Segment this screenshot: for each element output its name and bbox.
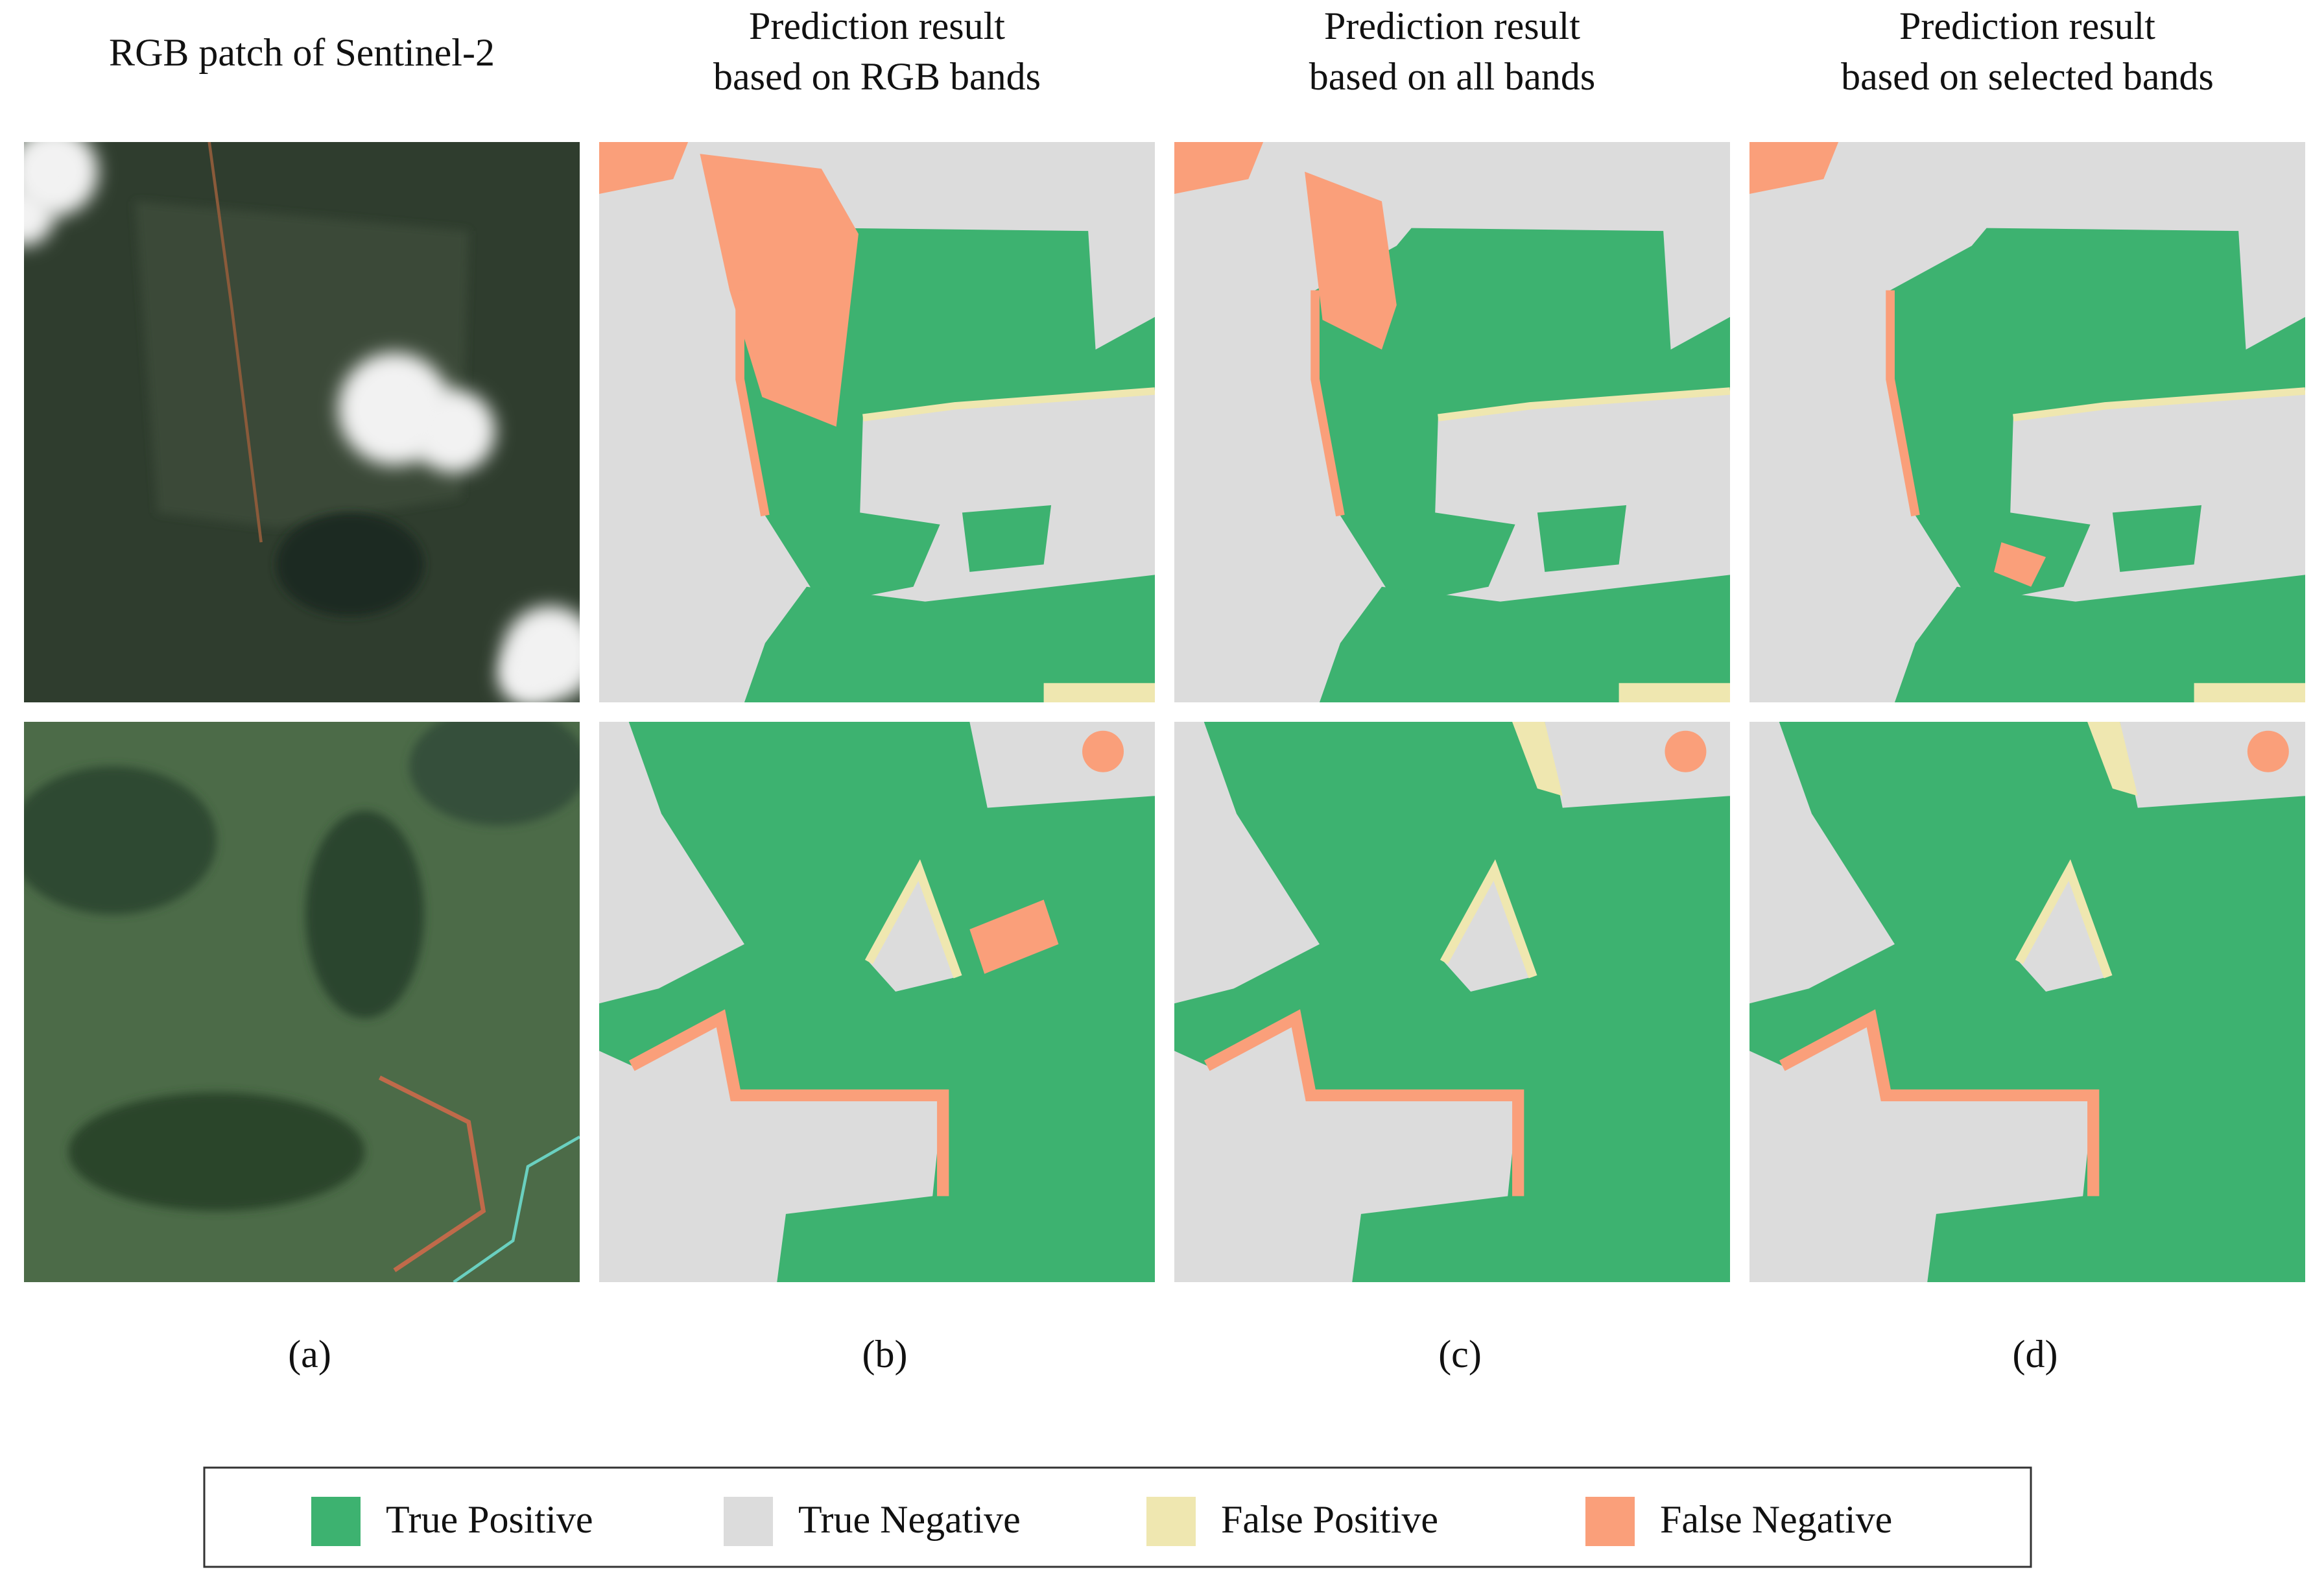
prediction-map — [599, 722, 1155, 1282]
true-negative-area — [868, 870, 958, 992]
false-negative-edge — [628, 1009, 949, 1197]
legend-label: False Negative — [1660, 1498, 1892, 1541]
false-negative-edge — [1779, 1009, 2100, 1197]
prediction-map — [1174, 142, 1730, 702]
false-positive-edge — [2013, 387, 2305, 422]
legend-box — [203, 1466, 2032, 1568]
true-positive-area — [1749, 722, 2305, 1282]
river — [453, 1136, 580, 1282]
road — [378, 1075, 486, 1272]
forest-patch — [24, 766, 217, 915]
false-negative-area — [700, 154, 859, 427]
false-negative-area — [1174, 142, 1264, 194]
false-negative-edge — [1886, 290, 1920, 517]
column-heading: Prediction result — [749, 5, 1005, 47]
false-negative-area — [969, 900, 1059, 974]
false-negative-edge — [1310, 290, 1345, 517]
true-positive-area — [1537, 505, 1627, 572]
false-negative-area — [1082, 730, 1124, 772]
false-negative-area — [599, 142, 689, 194]
false-negative-area — [1665, 730, 1707, 772]
true-positive-area — [1894, 575, 2305, 702]
panel-caption: (b) — [862, 1333, 908, 1376]
false-negative-area — [2247, 730, 2289, 772]
false-negative-edge — [1204, 1009, 1524, 1197]
cloud — [24, 186, 54, 246]
panel-caption: (d) — [2013, 1333, 2058, 1376]
road — [208, 142, 263, 543]
prediction-map — [1174, 722, 1730, 1282]
cloud — [412, 389, 495, 473]
legend-swatch — [311, 1497, 361, 1546]
column-heading: based on all bands — [1309, 55, 1596, 98]
false-positive-edge — [1438, 387, 1730, 422]
true-positive-area — [962, 505, 1052, 572]
true-negative-area — [1443, 870, 1534, 992]
false-negative-area — [1305, 171, 1397, 350]
forest-patch — [68, 1092, 365, 1211]
column-heading: based on RGB bands — [713, 55, 1041, 98]
false-positive-edge — [1440, 859, 1537, 979]
dark-patch — [276, 512, 425, 617]
prediction-map — [1749, 142, 2305, 702]
true-positive-area — [2112, 505, 2202, 572]
prediction-map — [1749, 722, 2305, 1282]
false-positive-edge — [862, 387, 1155, 422]
false-positive-area — [2194, 683, 2305, 702]
forest-patch — [409, 722, 580, 826]
legend-label: False Positive — [1221, 1498, 1438, 1541]
true-positive-area — [1174, 722, 1730, 1282]
false-negative-edge — [735, 290, 770, 517]
legend-label: True Negative — [798, 1498, 1021, 1541]
true-positive-area — [599, 722, 1155, 1282]
true-positive-area — [1315, 228, 1730, 605]
cloud — [498, 646, 558, 702]
legend-swatch — [724, 1497, 773, 1546]
prediction-map — [599, 142, 1155, 702]
false-positive-edge — [2015, 859, 2113, 979]
column-heading: RGB patch of Sentinel-2 — [109, 31, 495, 74]
false-positive-edge — [864, 859, 962, 979]
satellite-image — [24, 142, 580, 702]
panel-caption: (a) — [288, 1333, 331, 1376]
true-positive-area — [1890, 228, 2305, 605]
false-negative-area — [1749, 142, 1839, 194]
false-positive-area — [1512, 722, 1563, 796]
true-negative-area — [2019, 870, 2109, 992]
legend-label: True Positive — [386, 1498, 593, 1541]
satellite-image — [24, 722, 580, 1282]
cloud — [24, 142, 99, 217]
false-positive-area — [1618, 683, 1730, 702]
column-heading: Prediction result — [1324, 5, 1580, 47]
legend-swatch — [1585, 1497, 1635, 1546]
legend-swatch — [1146, 1497, 1196, 1546]
true-positive-area — [1319, 575, 1730, 702]
column-heading: Prediction result — [1899, 5, 2155, 47]
false-positive-area — [1043, 683, 1155, 702]
false-negative-area — [1994, 542, 2046, 587]
forest-patch — [305, 811, 425, 1019]
panel-caption: (c) — [1438, 1333, 1482, 1376]
false-positive-area — [2087, 722, 2138, 796]
column-heading: based on selected bands — [1841, 55, 2214, 98]
true-positive-area — [744, 575, 1155, 702]
